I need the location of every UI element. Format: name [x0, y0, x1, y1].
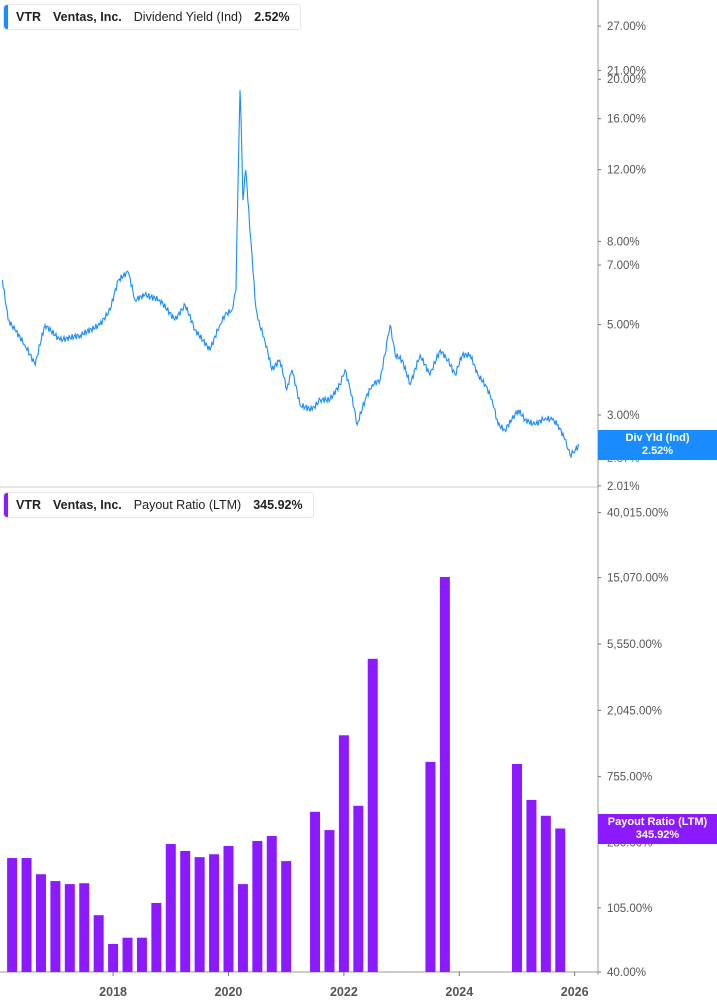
payout-bar — [7, 858, 18, 972]
payout-bar — [425, 761, 436, 972]
payout-bar — [324, 830, 335, 972]
y-tick-label: 105.00% — [607, 903, 652, 915]
tag-label: Payout Ratio (LTM) — [607, 816, 708, 828]
x-tick-label: 2026 — [561, 985, 589, 999]
payout-bar — [310, 811, 321, 972]
metric-value: 2.52% — [254, 10, 290, 24]
payout-bar — [223, 846, 234, 972]
payout-bar — [151, 902, 162, 972]
top-legend: VTR Ventas, Inc. Dividend Yield (Ind) 2.… — [3, 4, 301, 30]
payout-bar — [540, 815, 551, 972]
y-tick-label: 5.00% — [607, 320, 640, 332]
y-tick-label: 755.00% — [607, 772, 652, 784]
y-tick-label: 15,070.00% — [607, 573, 668, 585]
payout-bar — [194, 857, 205, 972]
tag-label: Div Yld (Ind) — [625, 432, 690, 444]
metric-name: Dividend Yield (Ind) — [133, 10, 243, 24]
payout-bar — [79, 883, 90, 972]
payout-bar — [21, 858, 32, 972]
payout-ratio-bars — [7, 576, 566, 972]
y-tick-label: 16.00% — [607, 114, 646, 126]
y-tick-label: 3.00% — [607, 410, 640, 422]
payout-bar — [93, 915, 104, 972]
bottom-y-axis: 40.00%105.00%280.00%755.00%2,045.00%5,55… — [598, 508, 668, 979]
bottom-legend: VTR Ventas, Inc. Payout Ratio (LTM) 345.… — [3, 492, 314, 518]
series-color-swatch — [4, 493, 8, 517]
ticker: VTR — [16, 498, 41, 512]
payout-bar — [136, 937, 147, 972]
payout-bar — [526, 799, 537, 972]
y-tick-label: 5,550.00% — [607, 639, 662, 651]
payout-bar — [555, 828, 566, 972]
x-axis: 2018 2020 2022 2024 2026 — [99, 972, 589, 999]
y-tick-label: 40,015.00% — [607, 508, 668, 520]
series-color-swatch — [4, 5, 8, 29]
payout-bar — [237, 884, 248, 972]
y-tick-label: 2,045.00% — [607, 705, 662, 717]
payout-bar — [367, 658, 378, 972]
x-tick-label: 2024 — [445, 985, 473, 999]
x-tick-label: 2020 — [215, 985, 243, 999]
payout-bar — [64, 884, 75, 972]
y-tick-label: 27.00% — [607, 21, 646, 33]
payout-bar — [266, 836, 277, 972]
div-yield-price-tag: Div Yld (Ind) 2.52% — [598, 430, 717, 460]
top-y-axis: 2.01% 3.00% 5.00% 7.00% 8.00% 12.00% 16.00% 20.… — [598, 21, 646, 493]
y-tick-label: 12.00% — [607, 165, 646, 177]
payout-bar — [165, 844, 176, 972]
y-tick-label: 20.00% — [607, 74, 646, 86]
payout-bar — [338, 735, 349, 972]
y-tick-label: 7.00% — [607, 260, 640, 272]
company-name: Ventas, Inc. — [53, 498, 122, 512]
payout-bar — [252, 840, 263, 972]
payout-ratio-price-tag: Payout Ratio (LTM) 345.92% — [598, 814, 717, 844]
payout-bar — [180, 850, 191, 972]
y-tick-label: 40.00% — [607, 967, 646, 979]
y-tick-label: 21.00% — [607, 66, 646, 78]
y-tick-label: 2.01% — [607, 481, 640, 493]
metric-value: 345.92% — [253, 498, 303, 512]
payout-bar — [353, 805, 364, 972]
x-tick-label: 2022 — [330, 985, 358, 999]
tag-value: 345.92% — [635, 829, 680, 841]
payout-bar — [439, 576, 450, 972]
x-tick-label: 2018 — [99, 985, 127, 999]
payout-bar — [108, 943, 119, 972]
payout-bar — [50, 881, 61, 972]
payout-bar — [122, 937, 133, 972]
payout-bar — [35, 874, 46, 972]
payout-bar — [209, 854, 220, 972]
dividend-yield-line — [1, 90, 580, 459]
ticker: VTR — [16, 10, 41, 24]
payout-bar — [281, 861, 292, 972]
company-name: Ventas, Inc. — [53, 10, 122, 24]
payout-bar — [511, 763, 522, 972]
y-tick-label: 8.00% — [607, 236, 640, 248]
metric-name: Payout Ratio (LTM) — [133, 498, 242, 512]
tag-value: 2.52% — [641, 445, 674, 457]
